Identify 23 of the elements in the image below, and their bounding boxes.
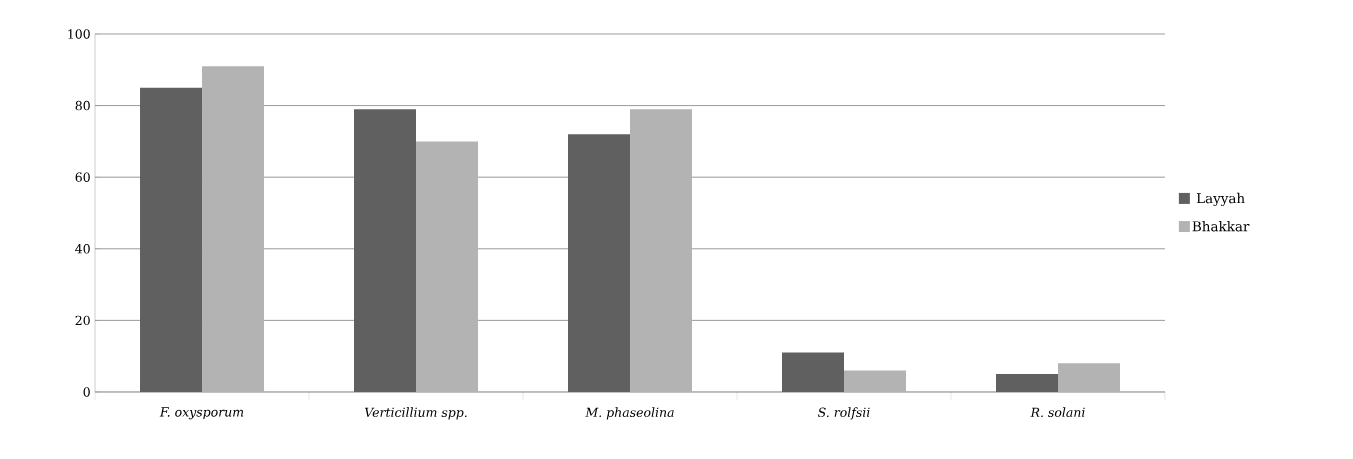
x-tick-label: R. solani bbox=[1030, 407, 1085, 418]
bar bbox=[568, 134, 631, 392]
x-tick-label: Verticillium spp. bbox=[364, 407, 467, 420]
bar bbox=[416, 141, 479, 392]
bar bbox=[354, 109, 417, 392]
bar bbox=[202, 66, 265, 392]
x-tick-label: S. rolfsii bbox=[818, 407, 870, 420]
bar bbox=[630, 109, 693, 392]
legend-label: Layyah bbox=[1196, 192, 1245, 207]
y-tick-label: 60 bbox=[75, 172, 90, 182]
y-tick-label: 100 bbox=[68, 29, 90, 39]
y-tick-label: 80 bbox=[75, 100, 90, 111]
y-tick-label: 20 bbox=[75, 315, 90, 326]
y-tick-label: 0 bbox=[83, 387, 90, 397]
x-tick-label: M. phaseolina bbox=[585, 407, 674, 420]
bar bbox=[844, 370, 906, 392]
x-tick-label: F. oxysporum bbox=[159, 407, 244, 420]
bar bbox=[996, 374, 1058, 392]
bar bbox=[782, 352, 844, 392]
legend-label: Bhakkar bbox=[1192, 220, 1250, 232]
bar bbox=[140, 87, 203, 392]
y-tick-label: 40 bbox=[75, 244, 90, 254]
bar bbox=[1058, 363, 1120, 392]
